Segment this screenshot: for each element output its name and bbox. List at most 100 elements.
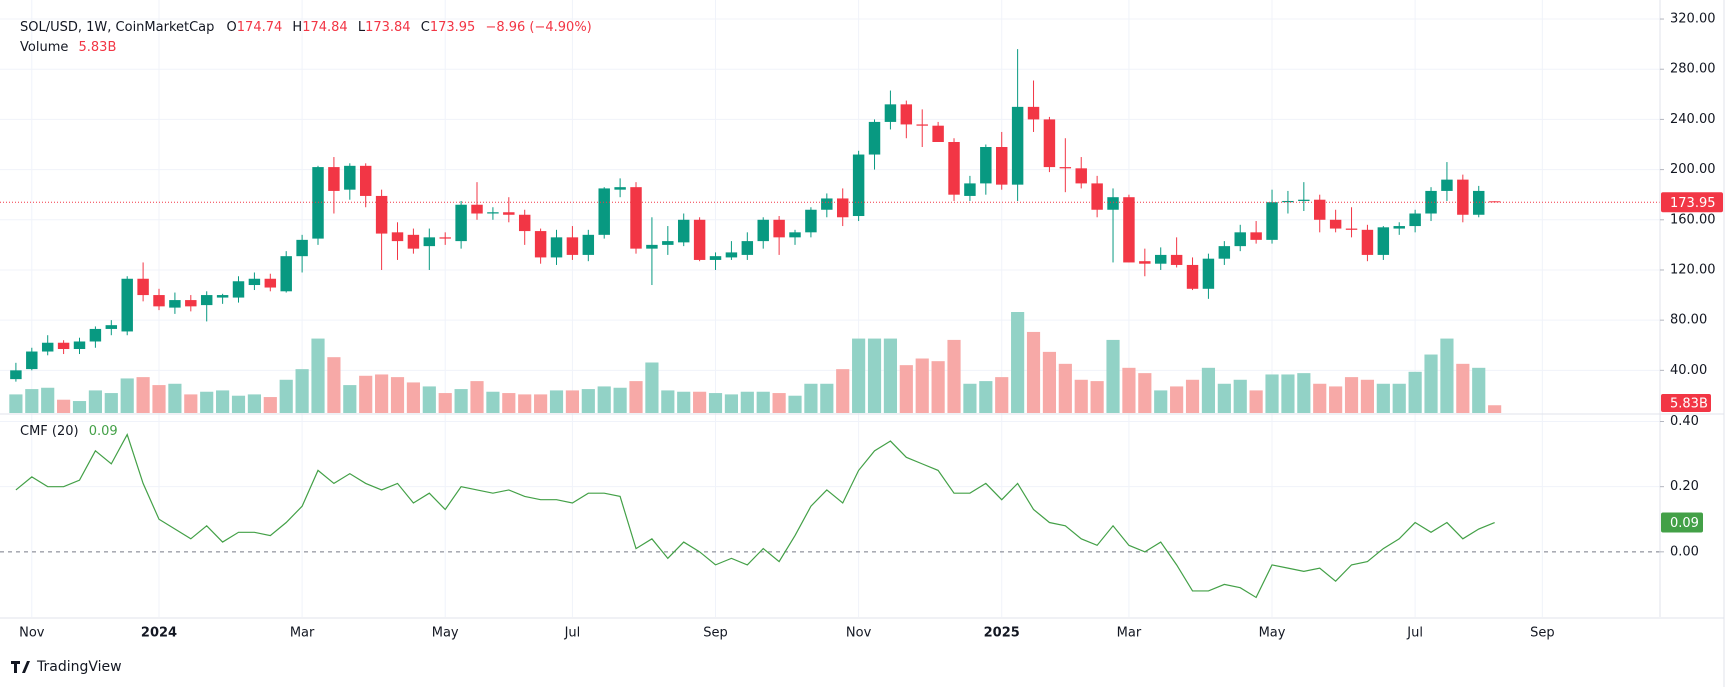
volume-bar (1090, 381, 1104, 413)
candle-body (1393, 226, 1405, 229)
candle-body (566, 237, 579, 255)
x-tick-label: Nov (19, 626, 45, 641)
x-tick-label: Mar (290, 626, 315, 641)
volume-bar (184, 394, 198, 413)
candle-body (1266, 202, 1278, 240)
volume-value: 5.83B (79, 40, 117, 55)
change: −8.96 (−4.90%) (485, 20, 591, 35)
candle-body (407, 234, 420, 249)
volume-bar (311, 338, 325, 413)
candle-body (41, 342, 54, 352)
candle-body (1361, 229, 1374, 255)
volume-bar (549, 390, 564, 413)
volume-bar (756, 391, 770, 413)
volume-bar (263, 397, 277, 413)
volume-bar (518, 394, 532, 413)
candle-body (1377, 227, 1390, 255)
y-tick-label: 120.00 (1670, 262, 1716, 277)
volume-bar (1217, 383, 1231, 413)
volume-bar (1249, 390, 1263, 413)
candle-body (153, 295, 165, 307)
volume-bar (883, 338, 898, 413)
volume-bar (1106, 339, 1120, 413)
candle-body (73, 341, 86, 350)
volume-bar (1074, 379, 1088, 413)
volume-bar (390, 377, 405, 413)
volume-bar (72, 401, 87, 413)
candle-body (598, 188, 610, 235)
volume-bar (804, 383, 818, 413)
y-tick-label: 80.00 (1670, 313, 1707, 328)
volume-bar (1138, 373, 1152, 413)
volume-bar (502, 393, 516, 413)
volume-bar (1360, 379, 1375, 413)
candle-body (884, 104, 897, 122)
candle-body (1473, 190, 1485, 215)
volume-bar (534, 394, 548, 413)
volume-bar (1424, 354, 1438, 413)
ohlc-label: O (227, 20, 237, 35)
volume-bar (247, 394, 261, 413)
x-tick-label: 2025 (984, 626, 1020, 641)
candle-body (1234, 232, 1246, 247)
candle-body (216, 295, 229, 298)
candle-body (328, 167, 340, 191)
volume-bar (1440, 338, 1454, 413)
candle-body (1186, 264, 1199, 289)
candle-body (1202, 258, 1215, 289)
candle-body (455, 204, 467, 242)
candle-body (232, 281, 245, 298)
candle-body (1441, 179, 1453, 191)
volume-bar (1170, 386, 1184, 413)
candle-body (280, 256, 292, 292)
volume-bar (963, 383, 977, 413)
candle-body (105, 325, 118, 329)
candle-body (709, 256, 722, 260)
volume-bar (979, 381, 993, 413)
volume-bar (1058, 363, 1072, 413)
candle-body (1059, 167, 1072, 169)
candle-body (1075, 168, 1087, 184)
volume-bar (1472, 367, 1486, 413)
volume-bar (613, 387, 627, 413)
candle-body (121, 278, 133, 332)
ohlc-value: 173.84 (365, 20, 411, 35)
candle-body (10, 370, 22, 380)
volume-bar (200, 391, 214, 413)
grid (0, 0, 1660, 617)
x-tick-label: May (432, 626, 459, 641)
volume-bar (931, 361, 945, 413)
candle-body (1170, 254, 1183, 265)
volume-bar (57, 399, 71, 413)
volume-bar (375, 374, 389, 413)
cmf-tag-label: 0.09 (1670, 516, 1699, 531)
candle-body (980, 147, 992, 184)
volume-bar (343, 385, 357, 413)
candle-body (964, 183, 976, 196)
volume-bar (661, 390, 675, 413)
volume-bar (120, 378, 134, 413)
volume-bar (216, 390, 230, 413)
candle-body (344, 165, 356, 190)
volume-bar (470, 381, 484, 413)
volume-bar (1408, 371, 1422, 413)
volume-bar (836, 369, 850, 413)
volume-bar (995, 377, 1009, 413)
volume-bar (1042, 351, 1057, 413)
candle-body (725, 252, 738, 258)
candle-body (805, 209, 817, 233)
volume-bar (279, 379, 293, 413)
candle-body (1218, 246, 1231, 259)
volume-bar (1297, 373, 1311, 413)
volume-bar (406, 382, 420, 413)
candle-body (1282, 200, 1294, 203)
candle-body (852, 154, 865, 217)
candle-body (1107, 197, 1119, 210)
y-tick-label: 0.20 (1670, 479, 1699, 494)
candle-body (185, 300, 197, 307)
candle-body (518, 214, 531, 232)
candle-body (359, 165, 372, 196)
candle-body (996, 147, 1008, 185)
y-tick-label: 160.00 (1670, 212, 1716, 227)
volume-bar (629, 381, 643, 413)
